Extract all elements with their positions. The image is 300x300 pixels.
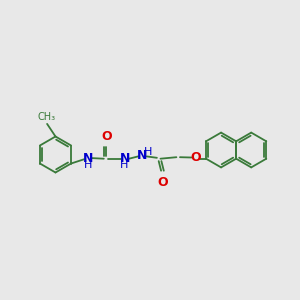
Text: H: H bbox=[83, 160, 92, 170]
Text: N: N bbox=[82, 152, 93, 165]
Text: O: O bbox=[158, 176, 168, 188]
Text: CH₃: CH₃ bbox=[38, 112, 56, 122]
Text: O: O bbox=[190, 151, 201, 164]
Text: N: N bbox=[137, 148, 147, 162]
Text: N: N bbox=[120, 152, 130, 165]
Text: H: H bbox=[144, 146, 152, 157]
Text: O: O bbox=[101, 130, 112, 143]
Text: H: H bbox=[120, 160, 128, 170]
